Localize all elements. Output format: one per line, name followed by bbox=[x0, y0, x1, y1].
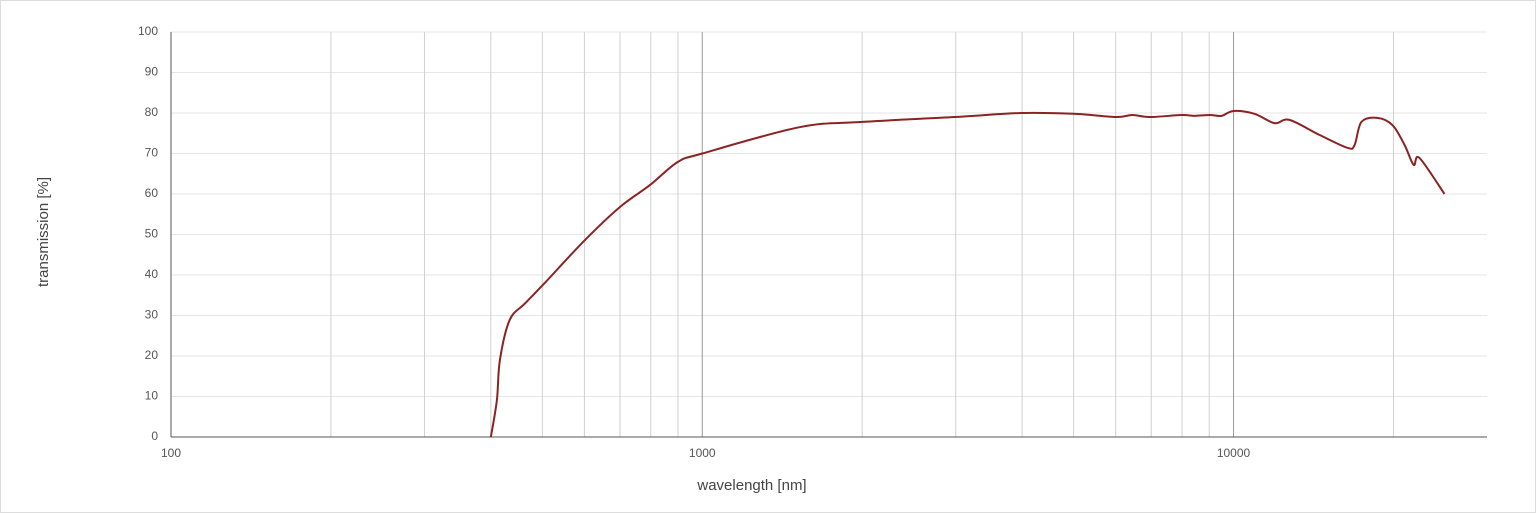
y-axis-title: transmission [%] bbox=[35, 177, 52, 287]
x-tick-label: 100 bbox=[161, 446, 181, 460]
y-tick-label: 100 bbox=[138, 24, 158, 38]
y-tick-label: 40 bbox=[145, 267, 159, 281]
y-tick-label: 90 bbox=[145, 65, 159, 79]
x-tick-label: 10000 bbox=[1217, 446, 1251, 460]
y-tick-label: 50 bbox=[145, 227, 159, 241]
y-tick-label: 10 bbox=[145, 389, 159, 403]
line bbox=[489, 109, 1446, 438]
y-tick-label: 60 bbox=[145, 186, 159, 200]
x-axis-title: wavelength [nm] bbox=[696, 477, 806, 494]
y-tick-label: 80 bbox=[145, 105, 159, 119]
y-tick-label: 30 bbox=[145, 308, 159, 322]
y-tick-label: 0 bbox=[151, 429, 158, 443]
y-tick-label: 70 bbox=[145, 146, 159, 160]
x-tick-label: 1000 bbox=[689, 446, 716, 460]
y-tick-label: 20 bbox=[145, 348, 159, 362]
